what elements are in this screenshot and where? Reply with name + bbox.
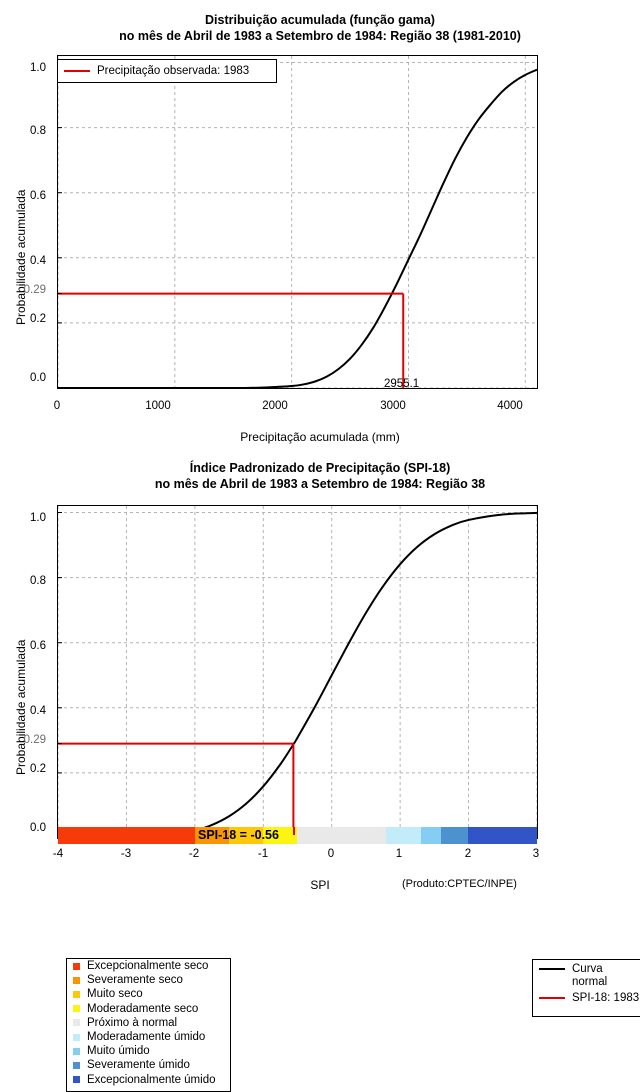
category-color-icon xyxy=(73,1047,80,1055)
spi-plot-area xyxy=(57,505,538,839)
spi-legend-item: Moderadamente úmido xyxy=(67,1030,230,1044)
spi-xtick-0: 0 xyxy=(327,848,335,860)
spi-xtick--2: -2 xyxy=(188,848,200,860)
gamma-xtick-1000: 1000 xyxy=(145,400,171,412)
spi-legend-item: Severamente úmido xyxy=(67,1058,230,1072)
spi-x-axis-label: SPI xyxy=(310,878,330,892)
red-line-icon xyxy=(64,70,90,72)
spi-xtick--4: -4 xyxy=(52,848,64,860)
gamma-title-line1: Distribuição acumulada (função gama) xyxy=(205,13,435,27)
spi-xtick-2: 2 xyxy=(464,848,472,860)
gamma-title-line2: no mês de Abril de 1983 a Setembro de 19… xyxy=(119,29,521,43)
category-color-icon xyxy=(73,962,80,970)
gamma-xtick-4000: 4000 xyxy=(497,400,523,412)
gamma-xtick-2000: 2000 xyxy=(262,400,288,412)
spi-title-line2: no mês de Abril de 1983 a Setembro de 19… xyxy=(154,477,486,491)
colorbar-band xyxy=(297,827,387,844)
gamma-ytick-0.0: 0.0 xyxy=(30,372,46,384)
category-color-icon xyxy=(73,976,80,984)
spi-category-colorbar xyxy=(58,827,537,844)
gamma-plot-area xyxy=(57,55,538,389)
gamma-ytick-0.6: 0.6 xyxy=(30,190,46,202)
spi-chart-title: Índice Padronizado de Precipitação (SPI-… xyxy=(0,460,640,492)
spi-legend-item-label: Moderadamente seco xyxy=(87,1002,199,1015)
colorbar-band xyxy=(194,827,230,844)
gamma-x-axis-label: Precipitação acumulada (mm) xyxy=(240,430,400,444)
spi-ytick-0.6: 0.6 xyxy=(30,640,46,652)
curve-legend-item-label: SPI-18: 1983 xyxy=(572,992,640,1004)
gamma-ytick-0.8: 0.8 xyxy=(30,125,46,137)
spi-value-annotation: SPI-18 = -0.56 xyxy=(198,828,279,842)
spi-legend-item: Próximo à normal xyxy=(67,1016,230,1030)
spi-ytick-0.0: 0.0 xyxy=(30,822,46,834)
spi-legend-item-label: Moderadamente úmido xyxy=(87,1031,206,1044)
spi-ytick-0.2: 0.2 xyxy=(30,763,46,775)
colorbar-band xyxy=(386,827,421,844)
gamma-ytick-0.2: 0.2 xyxy=(30,313,46,325)
gamma-legend-label: Precipitação observada: 1983 xyxy=(97,65,250,77)
colorbar-band xyxy=(468,827,537,844)
gamma-xtick-0: 0 xyxy=(53,400,61,412)
category-color-icon xyxy=(73,1076,80,1084)
colorbar-band xyxy=(263,827,298,844)
category-color-icon xyxy=(73,1033,80,1041)
colorbar-band xyxy=(441,827,469,844)
gamma-legend-row: Precipitação observada: 1983 xyxy=(58,60,276,82)
spi-legend-item-label: Excepcionalmente seco xyxy=(87,960,209,973)
category-color-icon xyxy=(73,1005,80,1013)
gamma-ytick-marker: 0.29 xyxy=(23,284,46,296)
spi-legend-item: Excepcionalmente úmido xyxy=(67,1073,230,1087)
spi-xtick-1: 1 xyxy=(395,848,403,860)
category-color-icon xyxy=(73,1019,80,1027)
spi-legend-item: Excepcionalmente seco xyxy=(67,959,230,973)
gamma-plot-svg xyxy=(58,56,537,388)
red-line-icon xyxy=(539,997,565,999)
spi-legend-item: Severamente seco xyxy=(67,973,230,987)
spi-cdf-panel: Índice Padronizado de Precipitação (SPI-… xyxy=(0,450,640,1092)
spi-ytick-0.8: 0.8 xyxy=(30,575,46,587)
category-color-icon xyxy=(73,990,80,998)
black-line-icon xyxy=(539,968,565,970)
spi-xtick--1: -1 xyxy=(257,848,269,860)
spi-legend-item-label: Excepcionalmente úmido xyxy=(87,1073,216,1086)
spi-title-line1: Índice Padronizado de Precipitação (SPI-… xyxy=(189,461,451,475)
spi-legend-item-label: Muito seco xyxy=(87,988,143,1001)
colorbar-band xyxy=(420,827,442,844)
spi-credit-label: (Produto:CPTEC/INPE) xyxy=(402,878,517,890)
spi-xtick-3: 3 xyxy=(532,848,540,860)
spi-ytick-1.0: 1.0 xyxy=(30,512,46,524)
gamma-xtick-3000: 3000 xyxy=(380,400,406,412)
gamma-chart-title: Distribuição acumulada (função gama) no … xyxy=(0,12,640,44)
gamma-legend: Precipitação observada: 1983 xyxy=(57,59,277,83)
colorbar-band xyxy=(58,827,195,844)
gamma-cdf-panel: Distribuição acumulada (função gama) no … xyxy=(0,0,640,450)
spi-plot-svg xyxy=(58,506,537,838)
spi-legend-item-label: Severamente seco xyxy=(87,974,183,987)
gamma-ytick-1.0: 1.0 xyxy=(30,62,46,74)
gamma-ytick-0.4: 0.4 xyxy=(30,255,46,267)
curve-legend-item: SPI-18: 1983 xyxy=(533,989,640,1005)
gamma-marker-x-label: 2955.1 xyxy=(384,378,420,390)
colorbar-band xyxy=(229,827,264,844)
spi-xtick--3: -3 xyxy=(120,848,132,860)
spi-ytick-0.4: 0.4 xyxy=(30,705,46,717)
spi-legend-item: Moderadamente seco xyxy=(67,1002,230,1016)
spi-legend-item: Muito seco xyxy=(67,987,230,1001)
spi-legend-item: Muito úmido xyxy=(67,1044,230,1058)
category-color-icon xyxy=(73,1061,80,1069)
spi-ytick-marker: 0.29 xyxy=(23,734,46,746)
spi-legend-item-label: Muito úmido xyxy=(87,1045,150,1058)
curve-legend-item-label: Curva normal xyxy=(572,963,608,988)
curve-legend-item: Curva normal xyxy=(533,960,640,989)
spi-legend-item-label: Próximo à normal xyxy=(87,1016,178,1029)
spi-category-legend: Excepcionalmente seco Severamente seco Mui… xyxy=(66,958,231,1092)
spi-marker-tick xyxy=(293,827,296,835)
spi-curve-legend: Curva normal SPI-18: 1983 xyxy=(532,959,640,1017)
spi-legend-item-label: Severamente úmido xyxy=(87,1059,190,1072)
